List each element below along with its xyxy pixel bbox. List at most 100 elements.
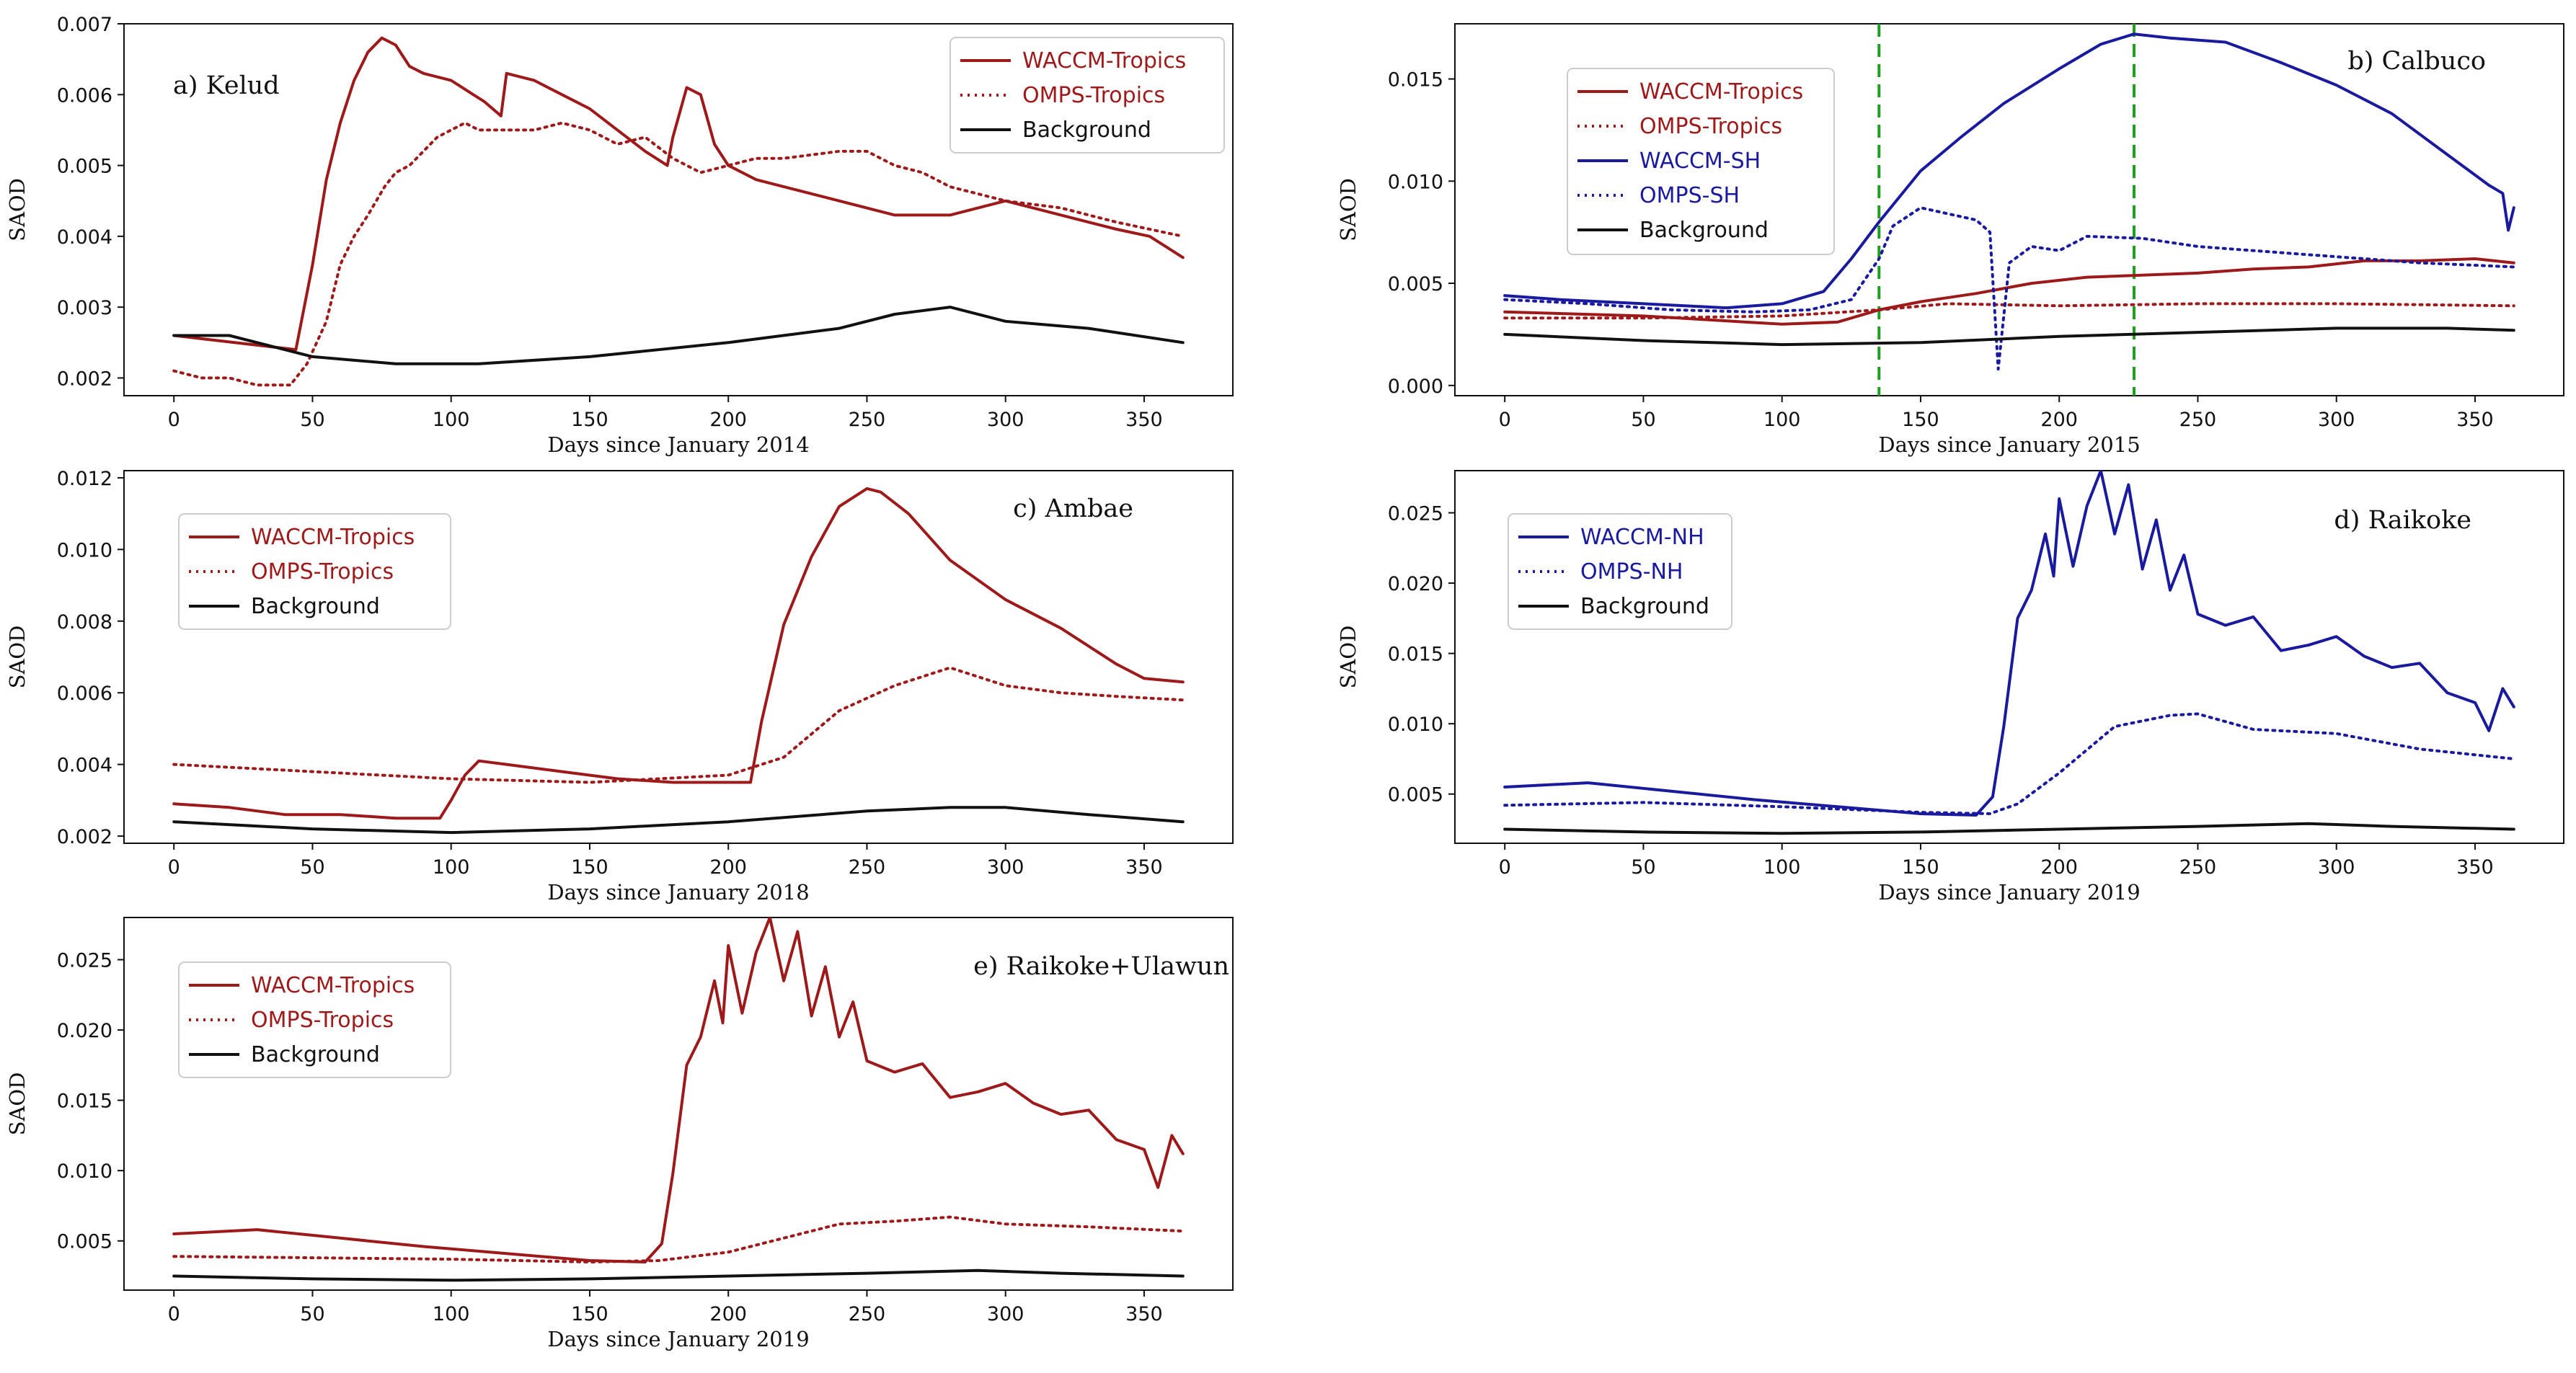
series-line-waccm-nh <box>1503 471 2515 817</box>
legend-label: Background <box>251 594 380 619</box>
x-tick-label: 250 <box>849 1303 886 1325</box>
y-tick-label: 0.005 <box>1388 784 1443 807</box>
series-line-waccm-tropics <box>172 486 1185 820</box>
x-tick-label: 150 <box>571 409 608 431</box>
panel-e: 0 50 100 150 200 250 300 350 0.005 0.010 0.015 0.02… <box>5 917 1234 1351</box>
y-tick-label: 0.010 <box>57 1160 112 1183</box>
panel-title: c) Ambae <box>1013 494 1133 523</box>
x-tick-label: 0 <box>168 1303 180 1325</box>
y-tick-label: 0.000 <box>1388 376 1443 398</box>
x-tick-label: 100 <box>1763 856 1801 879</box>
x-tick-label: 150 <box>1902 856 1939 879</box>
x-tick-label: 250 <box>849 856 886 879</box>
legend: WACCM-Tropics OMPS-Tropics Background <box>178 513 451 630</box>
legend-box <box>1567 68 1835 255</box>
x-tick-label: 350 <box>1125 856 1163 879</box>
legend: WACCM-NH OMPS-NH Background <box>1508 513 1732 630</box>
x-tick-label: 300 <box>987 1303 1024 1325</box>
y-tick-label: 0.020 <box>57 1020 112 1042</box>
series-line-waccm-tropics <box>172 36 1185 352</box>
series-line-background <box>172 1268 1185 1282</box>
panel-a: 0 50 100 150 200 250 300 350 0.002 0.003 0.004 0.00… <box>5 14 1234 457</box>
x-tick-label: 200 <box>2040 409 2078 431</box>
x-tick-label: 100 <box>433 409 470 431</box>
y-tick-label: 0.003 <box>57 297 112 319</box>
x-tick-label: 50 <box>300 409 324 431</box>
series-line-background <box>172 806 1185 835</box>
legend-label: Background <box>1639 218 1769 243</box>
legend-label: Background <box>1580 594 1709 619</box>
legend-label: Background <box>1022 117 1151 143</box>
x-axis-label: Days since January 2014 <box>547 432 809 457</box>
y-tick-label: 0.025 <box>1388 503 1443 525</box>
legend-label: WACCM-Tropics <box>251 525 415 550</box>
plot-frame <box>1454 470 2564 844</box>
y-tick-label: 0.010 <box>1388 714 1443 736</box>
x-tick-label: 200 <box>709 1303 747 1325</box>
y-tick-label: 0.005 <box>57 1231 112 1253</box>
legend-label: WACCM-SH <box>1639 148 1761 174</box>
legend-label: WACCM-NH <box>1580 525 1704 550</box>
y-axis-label: SAOD <box>5 1072 30 1136</box>
x-tick-label: 100 <box>433 856 470 879</box>
legend-label: WACCM-Tropics <box>1639 79 1803 105</box>
x-tick-label: 250 <box>849 409 886 431</box>
x-tick-label: 150 <box>571 1303 608 1325</box>
y-axis-label: SAOD <box>5 626 30 689</box>
y-tick-label: 0.015 <box>1388 69 1443 92</box>
x-tick-label: 250 <box>2179 409 2217 431</box>
x-tick-label: 50 <box>1631 856 1655 879</box>
series-line-omps-tropics <box>172 121 1185 387</box>
legend-box <box>178 513 451 630</box>
y-tick-label: 0.015 <box>57 1090 112 1113</box>
y-tick-label: 0.005 <box>57 156 112 178</box>
x-tick-label: 350 <box>2456 856 2494 879</box>
y-tick-label: 0.004 <box>57 226 112 249</box>
legend-box <box>950 37 1225 154</box>
legend-label: Background <box>251 1042 380 1067</box>
legend-label: OMPS-Tropics <box>251 559 394 585</box>
y-tick-label: 0.002 <box>57 368 112 390</box>
y-tick-label: 0.008 <box>57 611 112 634</box>
x-tick-label: 200 <box>2040 856 2078 879</box>
x-tick-label: 50 <box>300 856 324 879</box>
x-tick-label: 0 <box>1499 856 1511 879</box>
series-line-omps-tropics <box>172 1215 1185 1263</box>
x-tick-label: 350 <box>1125 409 1163 431</box>
y-tick-label: 0.005 <box>1388 273 1443 296</box>
x-axis-label: Days since January 2018 <box>547 880 809 905</box>
y-axis-label: SAOD <box>1336 178 1360 241</box>
x-tick-label: 150 <box>571 856 608 879</box>
series-group <box>172 486 1185 835</box>
legend-box <box>178 961 451 1078</box>
series-line-omps-tropics <box>172 666 1185 784</box>
y-tick-label: 0.010 <box>1388 171 1443 193</box>
x-tick-label: 300 <box>987 856 1024 879</box>
legend-label: OMPS-Tropics <box>1639 114 1782 139</box>
panel-d: 0 50 100 150 200 250 300 350 0.005 0.010 0.015 0.02… <box>1336 470 2564 905</box>
x-tick-label: 200 <box>709 409 747 431</box>
x-tick-label: 200 <box>709 856 747 879</box>
x-axis-label: Days since January 2015 <box>1878 432 2140 457</box>
plot-frame <box>123 23 1234 396</box>
y-tick-label: 0.025 <box>57 950 112 972</box>
x-axis-label: Days since January 2019 <box>1878 880 2140 905</box>
legend-label: OMPS-NH <box>1580 559 1683 585</box>
x-tick-label: 100 <box>1763 409 1801 431</box>
y-tick-label: 0.002 <box>57 826 112 848</box>
y-axis-label: SAOD <box>1336 626 1360 689</box>
y-tick-label: 0.012 <box>57 468 112 490</box>
x-tick-label: 50 <box>300 1303 324 1325</box>
legend: WACCM-Tropics OMPS-Tropics Background <box>950 37 1225 154</box>
legend-box <box>1508 513 1732 630</box>
legend: WACCM-Tropics OMPS-Tropics Background <box>178 961 451 1078</box>
panel-title: a) Kelud <box>173 71 280 100</box>
series-line-waccm-sh <box>1503 32 2515 310</box>
x-tick-label: 0 <box>168 856 180 879</box>
x-axis-label: Days since January 2019 <box>547 1327 809 1351</box>
y-tick-label: 0.015 <box>1388 644 1443 666</box>
plot-frame <box>1454 23 2564 396</box>
panel-title: e) Raikoke+Ulawun <box>973 952 1229 981</box>
y-tick-label: 0.004 <box>57 755 112 777</box>
